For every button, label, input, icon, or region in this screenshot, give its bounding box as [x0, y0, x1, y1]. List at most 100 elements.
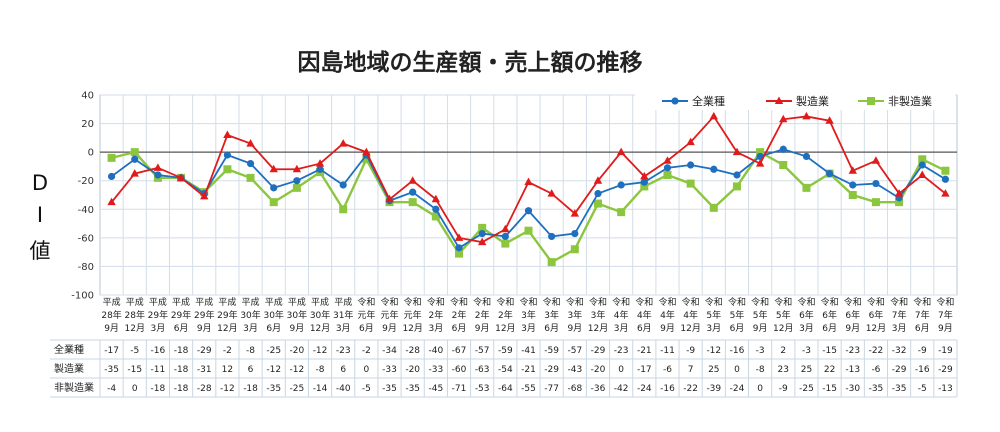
- table-cell: -29: [892, 365, 907, 375]
- data-point: [293, 177, 301, 185]
- x-category-label-line: 12月: [680, 323, 700, 334]
- x-category-label-line: 9月: [197, 323, 212, 334]
- table-cell: -9: [779, 384, 788, 394]
- x-category-label-line: 平成: [149, 296, 167, 308]
- table-cell: -40: [428, 346, 443, 356]
- table-cell: -3: [756, 346, 765, 356]
- x-category-label-line: 9月: [382, 323, 397, 334]
- data-point: [548, 232, 556, 241]
- x-category-label-line: 元年: [404, 309, 422, 321]
- x-category-label-line: 6月: [359, 323, 374, 334]
- x-category-label-line: 令和: [543, 296, 561, 308]
- x-category-label-line: 9月: [753, 323, 768, 334]
- x-category-label-line: 3月: [428, 323, 443, 334]
- data-point: [316, 165, 324, 173]
- data-point: [200, 191, 209, 200]
- x-category-label-line: 3年: [591, 309, 606, 321]
- x-category-label-line: 令和: [844, 296, 862, 308]
- x-category-label-line: 令和: [682, 296, 700, 308]
- table-cell: -15: [822, 384, 837, 394]
- data-point: [594, 189, 602, 198]
- data-point: [918, 155, 927, 164]
- x-category-label-line: 3月: [892, 323, 907, 334]
- table-cell: -17: [104, 346, 119, 356]
- legend-label: 全業種: [692, 94, 725, 108]
- table-cell: -17: [637, 365, 652, 375]
- series-1: [107, 111, 950, 246]
- legend-marker: [671, 97, 679, 105]
- data-point: [593, 176, 603, 184]
- table-cell: -28: [405, 346, 420, 356]
- y-axis-ticks: 40 20 0 -20 -40 -60 -80 -100: [71, 91, 94, 302]
- x-category-label-line: 7年: [915, 309, 930, 321]
- table-cell: -16: [151, 346, 166, 356]
- data-point: [339, 139, 348, 147]
- table-cell: 0: [734, 365, 740, 375]
- x-category-label-line: 令和: [427, 296, 445, 308]
- y-tick-label: -60: [78, 233, 94, 244]
- table-cell: -8: [246, 346, 255, 356]
- x-category-label-line: 30年: [263, 309, 283, 321]
- table-cell: -29: [544, 365, 559, 375]
- x-category-label-line: 30年: [240, 309, 260, 321]
- table-cell: -18: [243, 384, 258, 394]
- table-cell: -16: [730, 346, 745, 356]
- x-category-label-line: 6月: [637, 323, 652, 334]
- table-cell: 6: [340, 365, 346, 375]
- data-point: [802, 111, 811, 120]
- table-cell: -35: [382, 384, 397, 394]
- table-cell: -68: [567, 384, 582, 394]
- table-cell: -12: [313, 346, 328, 356]
- table-cell: -16: [660, 384, 675, 394]
- data-point: [848, 191, 857, 199]
- x-category-label-line: 7年: [892, 309, 907, 321]
- data-point: [663, 164, 672, 172]
- x-category-label-line: 令和: [381, 296, 399, 308]
- y-axis-label-char-1: D: [32, 171, 48, 195]
- x-category-label-line: 3年: [521, 309, 536, 321]
- x-category-label-line: 令和: [913, 296, 931, 308]
- plot-area: [99, 94, 958, 296]
- x-category-label-line: 平成: [242, 296, 260, 308]
- table-cell: 25: [708, 365, 719, 375]
- table-cell: -23: [336, 346, 351, 356]
- data-point: [362, 147, 371, 156]
- data-point: [616, 147, 626, 156]
- x-category-label-line: 30年: [287, 309, 307, 321]
- data-point: [617, 208, 626, 217]
- legend: 全業種 製造業 非製造業: [635, 91, 955, 110]
- table-cell: -20: [290, 346, 305, 356]
- x-category-label-line: 4年: [660, 309, 675, 321]
- data-point: [941, 175, 950, 183]
- table-cell: -15: [822, 346, 837, 356]
- table-cell: 0: [618, 365, 624, 375]
- data-point: [617, 181, 625, 189]
- table-cell: -67: [452, 346, 467, 356]
- y-tick-label: 0: [88, 148, 94, 159]
- table-cell: -5: [130, 346, 139, 356]
- table-cell: 22: [824, 365, 835, 375]
- x-category-label-line: 平成: [288, 296, 306, 308]
- x-category-label-line: 12月: [773, 323, 793, 334]
- data-point: [710, 165, 718, 173]
- data-point: [501, 239, 510, 248]
- table-cell: -43: [567, 365, 582, 375]
- table-cell: -5: [918, 384, 927, 394]
- data-point: [802, 152, 811, 161]
- data-point: [362, 155, 371, 164]
- x-category-label-line: 元年: [381, 309, 399, 321]
- data-point: [547, 189, 556, 197]
- table-cell: -12: [220, 384, 235, 394]
- x-category-label-line: 12月: [866, 323, 886, 334]
- x-category-label-line: 平成: [265, 296, 283, 308]
